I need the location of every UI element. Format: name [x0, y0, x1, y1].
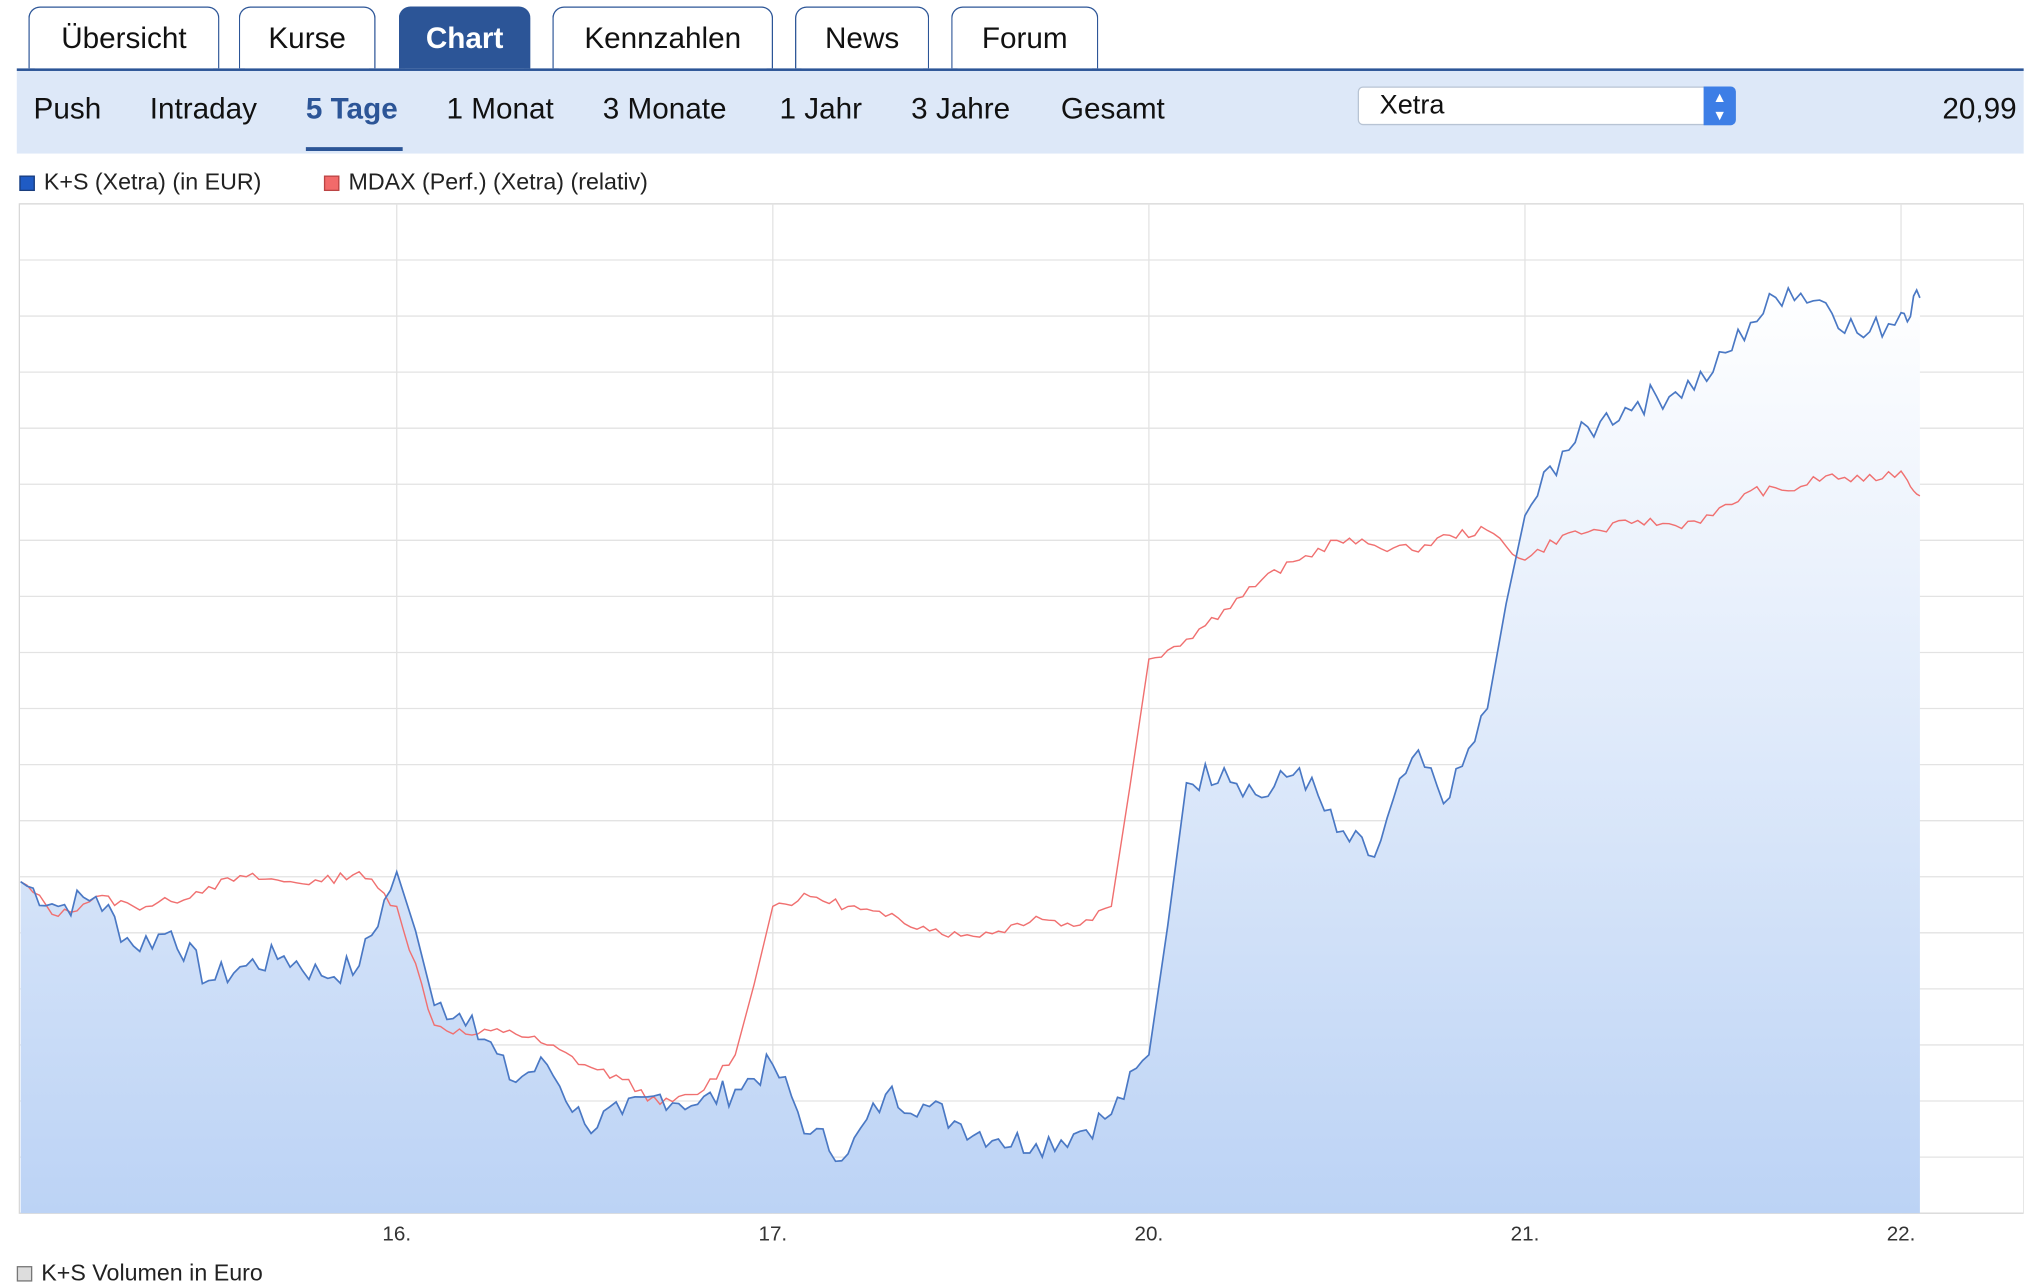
tab-chart[interactable]: Chart [398, 6, 531, 69]
x-tick-label: 22. [1887, 1222, 1916, 1245]
tab-divider [16, 68, 2024, 71]
period-5-tage[interactable]: 5 Tage [305, 91, 398, 126]
current-price: 20,99 [1942, 91, 2017, 126]
period-intraday[interactable]: Intraday [149, 91, 257, 126]
main-tabs: Übersicht Kurse Chart Kennzahlen News Fo… [0, 0, 2024, 71]
volume-legend: K+S Volumen in Euro [16, 1259, 263, 1287]
legend-label-mdax: MDAX (Perf.) (Xetra) (relativ) [348, 169, 648, 195]
series-area-ks [20, 288, 1920, 1214]
legend-swatch-ks [19, 175, 35, 192]
tab-news[interactable]: News [795, 6, 930, 69]
price-chart: 16. 17. 20. 21. 22. [18, 203, 2024, 1245]
tab-forum[interactable]: Forum [951, 6, 1099, 69]
period-1-monat[interactable]: 1 Monat [446, 91, 554, 126]
series-line-mdax [20, 469, 1921, 1106]
legend-mdax: MDAX (Perf.) (Xetra) (relativ) [323, 169, 648, 196]
x-tick-label: 16. [382, 1222, 411, 1245]
period-1-jahr[interactable]: 1 Jahr [779, 91, 863, 126]
tab-kurse[interactable]: Kurse [238, 6, 376, 69]
tab-kennzahlen[interactable]: Kennzahlen [552, 6, 774, 69]
series-line-ks [20, 285, 1921, 1163]
exchange-select[interactable]: Xetra ▲ ▼ [1357, 86, 1736, 126]
volume-legend-label: K+S Volumen in Euro [41, 1259, 263, 1286]
x-tick-label: 21. [1511, 1222, 1540, 1245]
period-3-monate[interactable]: 3 Monate [602, 91, 727, 126]
x-tick-label: 17. [758, 1222, 787, 1245]
period-push[interactable]: Push [33, 91, 102, 126]
period-gesamt[interactable]: Gesamt [1060, 91, 1165, 126]
legend-label-ks: K+S (Xetra) (in EUR) [43, 169, 262, 195]
period-nav: Push Intraday 5 Tage 1 Monat 3 Monate 1 … [16, 70, 2024, 154]
period-3-jahre[interactable]: 3 Jahre [911, 91, 1011, 126]
legend-ks: K+S (Xetra) (in EUR) [19, 169, 261, 196]
x-axis: 16. 17. 20. 21. 22. [382, 1222, 1915, 1245]
exchange-select-value: Xetra [1379, 90, 1445, 121]
legend-swatch-mdax [323, 175, 340, 192]
tab-uebersicht[interactable]: Übersicht [28, 6, 220, 69]
select-chevron-icon[interactable]: ▲ ▼ [1703, 86, 1736, 126]
active-period-indicator [305, 147, 403, 152]
x-tick-label: 20. [1135, 1222, 1164, 1245]
